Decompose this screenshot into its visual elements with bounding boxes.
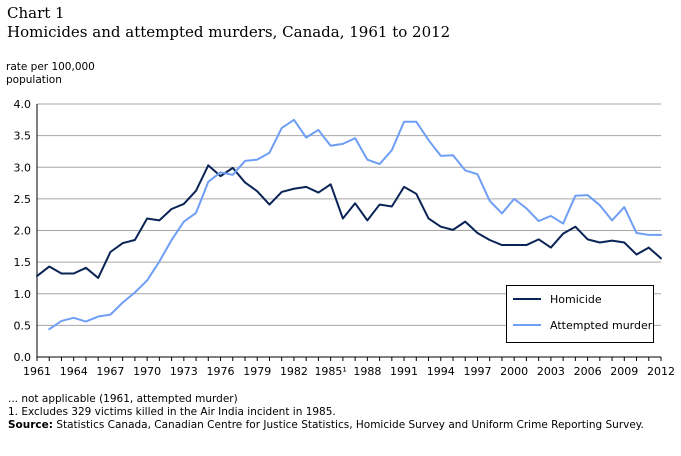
x-tick-label: 1964	[60, 365, 88, 378]
line-chart: 0.0 0.5 1.0 1.5 2.0 2.5 3.0 3.5 4.0 1961 1964 1967 1…	[14, 98, 676, 378]
x-tick-label: 2000	[500, 365, 528, 378]
legend-item-attempted-murder: Attempted murder	[513, 318, 652, 332]
chart-legend: Homicide Attempted murder	[506, 285, 654, 343]
y-tick-label: 3.5	[14, 130, 32, 143]
y-axis-label-line1: rate per 100,000	[6, 61, 95, 73]
homicide-line	[36, 164, 662, 279]
y-tick-label: 3.0	[14, 161, 32, 174]
y-tick-label: 2.0	[14, 225, 32, 238]
y-tick-label: 1.5	[14, 256, 32, 269]
x-tick-label: 1967	[96, 365, 124, 378]
x-tick-label: 1985¹	[314, 365, 346, 378]
footnote-air-india: 1. Excludes 329 victims killed in the Ai…	[8, 406, 336, 418]
x-tick-label: 2009	[610, 365, 638, 378]
legend-label-homicide: Homicide	[550, 292, 602, 306]
x-tick-label: 1991	[390, 365, 418, 378]
y-axis-label-line2: population	[6, 74, 62, 86]
attempted-murder-line	[48, 118, 662, 331]
x-tick-label: 1976	[207, 365, 235, 378]
x-tick-label: 1961	[23, 365, 51, 378]
legend-label-attempted-murder: Attempted murder	[550, 318, 653, 332]
x-tick-label: 1994	[427, 365, 455, 378]
x-tick-label: 2006	[574, 365, 602, 378]
legend-swatch-attempted-murder	[513, 324, 541, 326]
x-tick-label: 1997	[463, 365, 491, 378]
footnote-not-applicable: ... not applicable (1961, attempted murd…	[8, 393, 238, 405]
chart-heading: Homicides and attempted murders, Canada,…	[7, 23, 451, 41]
chart-title: Chart 1 Homicides and attempted murders,…	[7, 4, 450, 42]
y-tick-label: 1.0	[14, 288, 32, 301]
x-tick-label: 1979	[243, 365, 271, 378]
chart-footnotes: ... not applicable (1961, attempted murd…	[8, 393, 673, 432]
x-tick-label: 1970	[133, 365, 161, 378]
y-tick-label: 4.0	[14, 98, 32, 111]
chart-number: Chart 1	[7, 4, 65, 22]
y-axis-label: rate per 100,000 population	[6, 61, 126, 87]
x-tick-label: 2012	[647, 365, 675, 378]
source-note: Source: Statistics Canada, Canadian Cent…	[8, 419, 673, 432]
y-tick-label: 0.0	[14, 351, 32, 364]
source-text: Statistics Canada, Canadian Centre for J…	[52, 419, 644, 431]
x-tick-label: 1973	[170, 365, 198, 378]
legend-item-homicide: Homicide	[513, 292, 602, 306]
legend-swatch-homicide	[513, 298, 541, 300]
x-tick-label: 1982	[280, 365, 308, 378]
y-tick-label: 0.5	[14, 319, 32, 332]
x-tick-label: 1988	[353, 365, 381, 378]
x-tick-label: 2003	[537, 365, 565, 378]
source-label: Source:	[8, 419, 53, 431]
y-tick-label: 2.5	[14, 193, 32, 206]
